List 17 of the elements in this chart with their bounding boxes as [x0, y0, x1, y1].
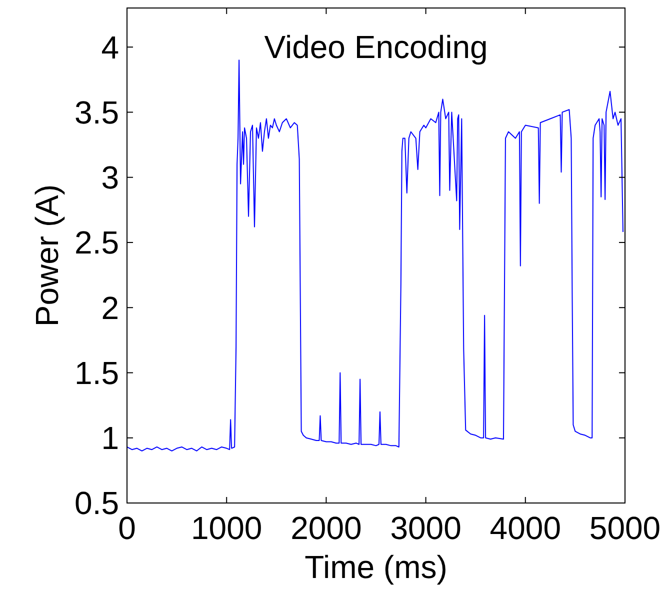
x-tick-label: 0 [118, 510, 136, 546]
y-tick-label: 3 [101, 160, 119, 196]
x-tick-label: 4000 [490, 510, 561, 546]
x-tick-label: 3000 [390, 510, 462, 546]
y-tick-label: 0.5 [74, 485, 119, 522]
y-tick-label: 1 [101, 420, 119, 456]
y-tick-label: 1.5 [74, 354, 119, 391]
text: Video Encoding [264, 29, 488, 65]
x-tick-label: 1000 [191, 510, 262, 546]
x-tick-label: 2000 [290, 510, 362, 546]
y-axis-title: Power (A) [29, 184, 65, 327]
y-tick-label: 2 [101, 290, 119, 326]
y-tick-label: 3.5 [74, 94, 119, 130]
y-tick-label: 2.5 [74, 224, 119, 261]
x-axis-title: Time (ms) [304, 549, 448, 585]
y-tick-label: 4 [101, 29, 119, 66]
x-tick-label: 5000 [589, 510, 661, 546]
